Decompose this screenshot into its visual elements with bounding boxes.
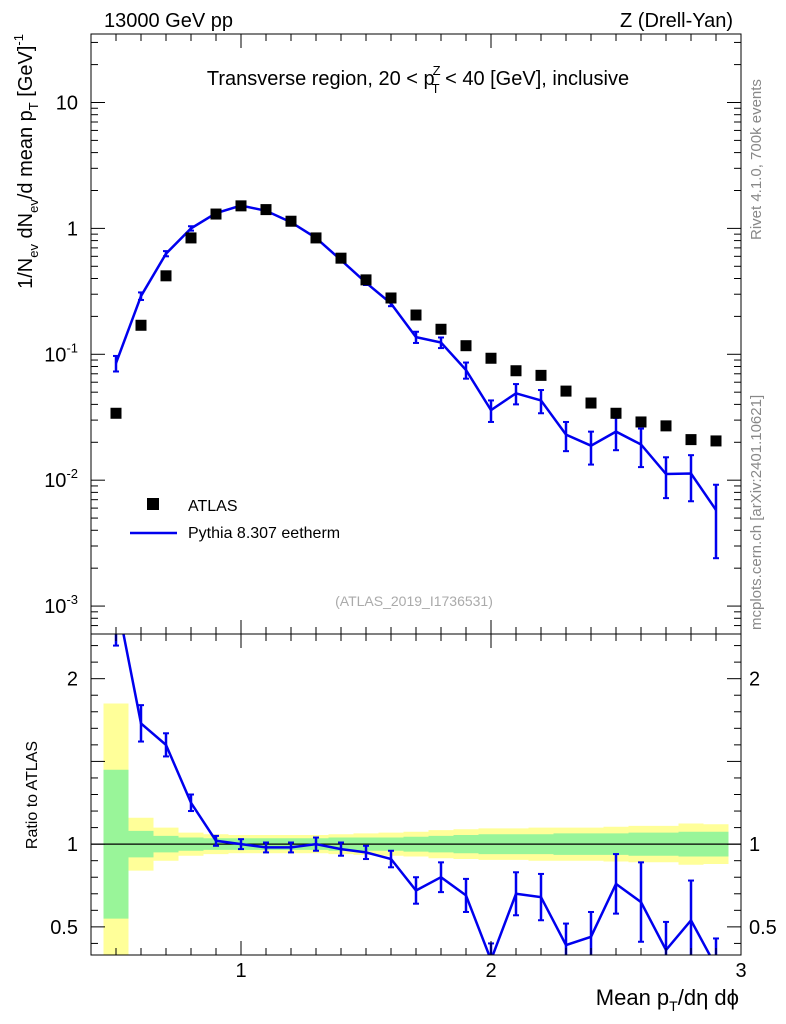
atlas-point (260, 204, 272, 216)
ratio-y-tick-label-right: 1 (749, 834, 760, 856)
atlas-point (160, 270, 172, 282)
atlas-point (360, 274, 372, 286)
atlas-point (710, 435, 722, 447)
atlas-point (535, 369, 547, 381)
atlas-point (585, 397, 597, 409)
atlas-point (560, 385, 572, 397)
atlas-point (435, 323, 447, 335)
header-right-text: Z (Drell-Yan) (620, 10, 733, 32)
main-panel: 10-3 10-2 10-1 1 10 Transverse region, 20 < p… (11, 33, 742, 635)
mcplots-label: mcplots.cern.ch [arXiv:2401.10621] (748, 395, 765, 630)
ratio-plot-area (91, 634, 741, 955)
ratio-y-axis-label: Ratio to ATLAS (24, 741, 41, 849)
atlas-point (635, 416, 647, 428)
atlas-point (510, 365, 522, 377)
atlas-point (410, 309, 422, 321)
x-tick-label: 2 (485, 960, 496, 982)
ratio-y-tick-label-right: 0.5 (749, 917, 777, 939)
y-tick-label: 10-3 (44, 592, 78, 618)
y-tick-label: 10 (56, 92, 78, 114)
uncertainty-band-outer (103, 703, 729, 955)
atlas-point (185, 232, 197, 244)
atlas-point (335, 252, 347, 264)
legend-pythia-label: Pythia 8.307 eetherm (188, 525, 340, 542)
y-axis-label: 1/Nev dNev/d mean pT [GeV]-1 (11, 34, 41, 289)
legend-atlas-label: ATLAS (188, 498, 238, 515)
analysis-watermark: (ATLAS_2019_I1736531) (335, 593, 493, 609)
atlas-point (110, 407, 122, 419)
legend-atlas-marker (147, 498, 159, 510)
y-tick-label: 10-1 (44, 340, 78, 366)
atlas-point (310, 232, 322, 244)
y-tick-label: 1 (67, 218, 78, 240)
atlas-point (460, 340, 472, 352)
header-left-text: 13000 GeV pp (104, 10, 233, 32)
ratio-y-tick-label-left: 2 (67, 669, 78, 691)
ratio-y-tick-label-left: 0.5 (50, 917, 78, 939)
atlas-point (685, 434, 697, 446)
atlas-point (285, 215, 297, 227)
rivet-label: Rivet 4.1.0, 700k events (748, 79, 765, 240)
x-axis-label: Mean pT/dη dϕ (596, 985, 739, 1014)
x-tick-label: 1 (235, 960, 246, 982)
x-tick-label: 3 (735, 960, 746, 982)
atlas-point (235, 200, 247, 212)
ratio-y-tick-label-right: 2 (749, 669, 760, 691)
ratio-panel: 0.5 0.5 1 1 2 2 1 2 3 Ratio to ATLAS Mean pT/dη dϕ (24, 633, 777, 1014)
ratio-line (122, 634, 712, 955)
atlas-point (210, 208, 222, 220)
atlas-point (610, 407, 622, 419)
y-tick-label: 10-2 (44, 466, 78, 492)
atlas-point (485, 352, 497, 364)
atlas-point (660, 420, 672, 432)
atlas-point (135, 319, 147, 331)
pythia-line (114, 204, 718, 511)
chart-title: Transverse region, 20 < pZ T < 40 [GeV], … (207, 63, 629, 96)
atlas-point (385, 292, 397, 304)
ratio-y-tick-label-left: 1 (67, 834, 78, 856)
